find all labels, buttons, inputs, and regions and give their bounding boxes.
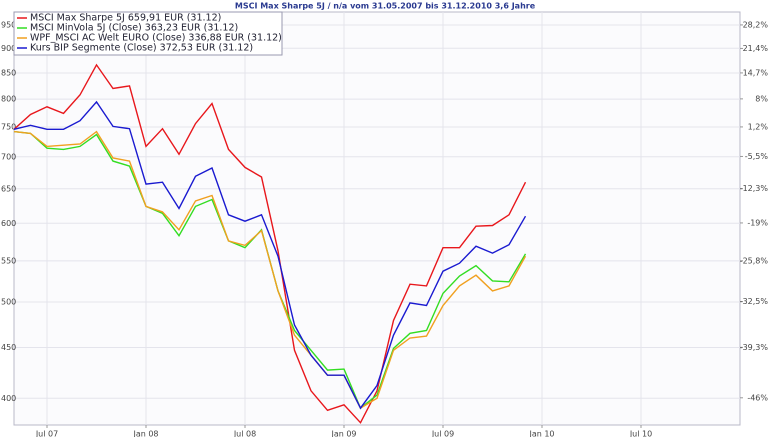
y-tick-label: 700 [1,152,16,161]
y-tick-label: 600 [1,219,16,228]
y2-tick-label: 28,2% [743,20,769,29]
y-tick-label: 650 [1,184,16,193]
grid: 400 450 500 550 600 650 700 750 800 850 900 950 -46%… [1,12,768,437]
y2-tick-label: -46% [747,393,768,402]
x-tick-label: Jan 10 [528,430,554,437]
y2-tick-label: -39,3% [740,343,769,352]
y2-tick-label: -25,8% [740,256,769,265]
y-tick-label: 400 [1,394,16,403]
x-tick-label: Jul 07 [35,430,58,437]
y2-tick-label: -32,5% [740,297,769,306]
y2-tick-label: 1,2% [748,122,769,131]
x-tick-label: Jan 08 [132,430,158,437]
y2-tick-label: 21,4% [743,44,769,53]
series-line [13,100,527,410]
y-tick-label: 750 [1,122,16,131]
x-tick-label: Jul 09 [431,430,454,437]
series-line [13,63,527,424]
legend-label: MSCI MinVola 5J (Close) 363,23 EUR (31.1… [30,23,238,34]
y2-tick-label: -19% [747,218,768,227]
legend: MSCI Max Sharpe 5J 659,91 EUR (31.12)MSC… [13,11,283,56]
y-tick-label: 950 [1,20,16,29]
y-tick-label: 850 [1,68,16,77]
legend-label: Kurs BIP Segmente (Close) 372,53 EUR (31… [30,43,253,54]
y2-tick-label: -5,5% [745,152,769,161]
y-tick-label: 900 [1,44,16,53]
x-tick-label: Jul 08 [233,430,256,437]
y2-tick-label: -12,3% [740,184,769,193]
lines [13,63,527,424]
legend-box [13,11,283,56]
y2-tick-label: 14,7% [743,68,769,77]
legend-label: MSCI Max Sharpe 5J 659,91 EUR (31.12) [30,13,221,24]
legend-label: WPF_MSCI AC Welt EURO (Close) 336,88 EUR… [30,33,282,44]
y-tick-label: 450 [1,343,16,352]
y-tick-label: 800 [1,95,16,104]
x-tick-label: Jan 09 [330,430,356,437]
series-line [13,130,527,410]
plot-area [13,11,741,426]
y-tick-label: 550 [1,256,16,265]
chart-title: MSCI Max Sharpe 5J / n/a vom 31.05.2007 … [235,2,536,11]
y-tick-label: 500 [1,297,16,306]
y2-tick-label: 8% [755,94,768,103]
x-tick-label: Jul 10 [629,430,652,437]
